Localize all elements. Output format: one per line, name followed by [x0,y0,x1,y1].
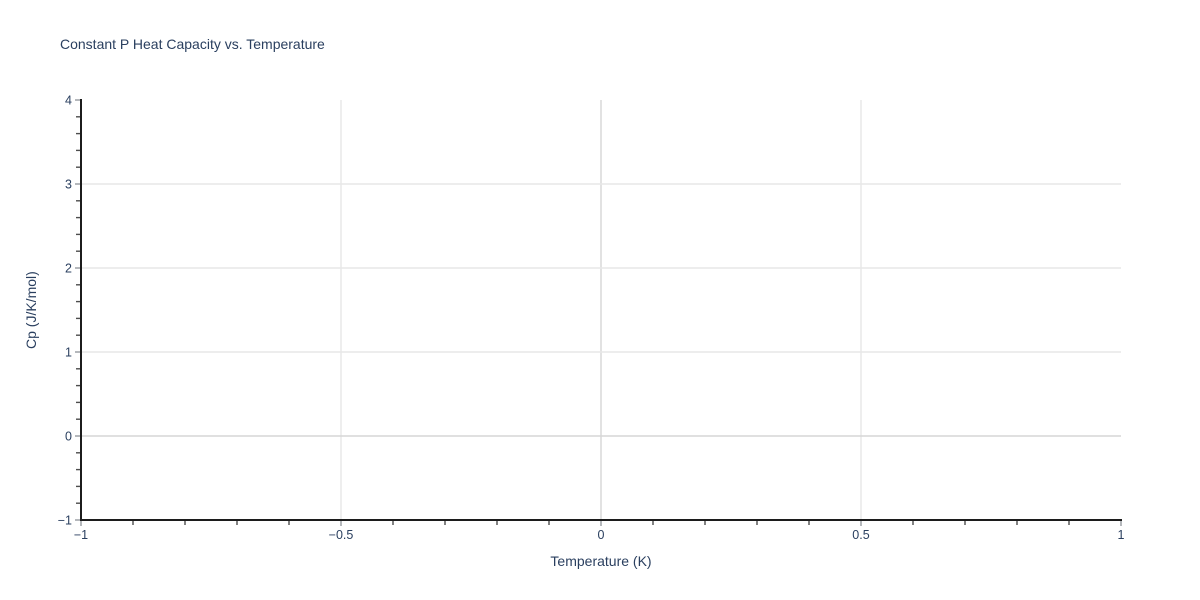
x-tick-label: 0 [598,528,605,542]
y-tick-label: 4 [65,94,72,108]
x-tick-label: 1 [1118,528,1125,542]
y-tick-label: −1 [58,514,72,528]
x-tick-label: −1 [74,528,88,542]
y-tick-label: 0 [65,430,72,444]
y-tick-label: 3 [65,178,72,192]
x-axis-title: Temperature (K) [550,553,652,569]
x-tick-label: −0.5 [329,528,354,542]
y-tick-label: 2 [65,262,72,276]
y-tick-label: 1 [65,346,72,360]
x-tick-label: 0.5 [852,528,869,542]
chart-title: Constant P Heat Capacity vs. Temperature [60,36,325,52]
